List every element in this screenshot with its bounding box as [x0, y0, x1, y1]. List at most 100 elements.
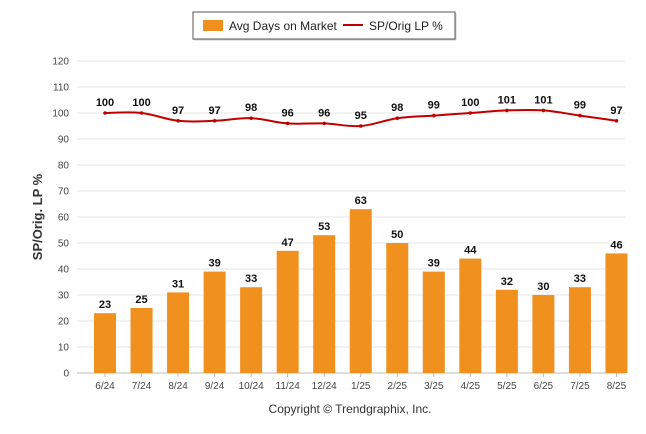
x-tick-layer: 6/24 7/24 8/24 9/24 10/24 11/24 12/24 1/25 2/25 3…	[95, 373, 627, 392]
line-value-label: 98	[245, 102, 257, 114]
bar	[459, 258, 482, 373]
bar-value-label: 23	[99, 299, 111, 311]
line-value-label: 99	[574, 100, 586, 112]
legend-box	[192, 11, 456, 40]
bar-value-label: 25	[135, 294, 147, 306]
line-point	[176, 119, 180, 123]
x-tick-label: 8/24	[168, 381, 188, 392]
bar-value-label: 39	[428, 258, 440, 270]
bar	[386, 243, 409, 373]
y-tick-label: 90	[58, 135, 70, 146]
bar-value-label: 53	[318, 221, 330, 233]
line-point	[103, 111, 107, 115]
bar-value-label: 30	[537, 281, 549, 293]
line-point	[468, 111, 473, 115]
bar-value-label: 46	[610, 239, 622, 251]
line-value-label: 97	[208, 105, 220, 117]
line-value-label: 100	[461, 97, 479, 109]
x-tick-label: 2/25	[388, 381, 408, 392]
y-tick-label: 50	[58, 239, 70, 250]
y-tick-label: 40	[58, 265, 70, 276]
x-tick-label: 11/24	[276, 381, 301, 392]
line-point	[249, 116, 253, 120]
bar-value-label: 33	[574, 273, 586, 285]
line-layer	[103, 108, 619, 128]
bar-value-label: 63	[355, 195, 367, 207]
data-label-layer: 23 25 31 39 33 47 53 63 50 39 44 32 30 33 46 100 100 97 97…	[96, 94, 623, 311]
legend-label-bar: Avg Days on Market	[229, 19, 337, 33]
bar	[605, 253, 628, 373]
y-tick-label: 70	[58, 187, 70, 198]
bar	[422, 271, 445, 373]
bar	[94, 313, 116, 373]
line-value-label: 99	[428, 100, 440, 112]
x-tick-label: 8/25	[607, 381, 627, 392]
y-tick-label: 60	[58, 213, 70, 224]
line-point	[395, 116, 400, 120]
y-tick-label: 110	[53, 83, 69, 94]
bar	[495, 289, 518, 373]
line-value-label: 101	[498, 94, 516, 106]
bar-layer	[94, 209, 628, 373]
y-tick-label: 120	[52, 57, 69, 68]
x-tick-label: 1/25	[351, 381, 371, 392]
bar	[167, 292, 190, 373]
y-axis-title: SP/Orig. LP %	[30, 173, 45, 260]
bar-value-label: 32	[501, 276, 513, 288]
y-tick-label: 0	[63, 369, 69, 380]
bar	[203, 271, 226, 373]
y-tick-label: 20	[58, 317, 70, 328]
bar	[313, 235, 336, 373]
bar-value-label: 39	[208, 258, 220, 270]
x-tick-label: 4/25	[461, 381, 481, 392]
bar	[276, 250, 299, 373]
line-point	[505, 108, 509, 113]
legend-label-line: SP/Orig LP %	[369, 19, 443, 33]
line-point	[285, 121, 290, 126]
line-point	[139, 111, 144, 115]
line-point	[541, 108, 546, 113]
x-tick-label: 10/24	[239, 381, 264, 392]
line-point	[212, 119, 217, 123]
line-value-label: 97	[172, 105, 184, 117]
line-point	[614, 119, 619, 123]
bar	[130, 308, 153, 373]
line-value-label: 95	[355, 110, 367, 122]
legend: Avg Days on Market SP/Orig LP %	[192, 11, 457, 41]
y-tick-label: 30	[58, 291, 70, 302]
x-tick-label: 9/24	[205, 381, 225, 392]
line-point	[322, 121, 327, 126]
line-value-label: 100	[96, 97, 114, 109]
y-tick-label: 100	[52, 109, 69, 120]
line-point	[578, 113, 582, 118]
x-tick-label: 7/24	[132, 381, 152, 392]
line-value-label: 100	[132, 97, 150, 109]
line-value-label: 98	[391, 102, 403, 114]
y-tick-label: 80	[58, 161, 70, 172]
bar-value-label: 47	[282, 237, 294, 249]
x-tick-label: 3/25	[424, 381, 444, 392]
line-point	[358, 124, 363, 128]
line-value-label: 96	[282, 107, 294, 119]
x-tick-label: 6/24	[95, 381, 115, 392]
legend-swatch-bar	[203, 20, 223, 31]
bar-value-label: 31	[172, 278, 184, 290]
bar	[532, 295, 555, 373]
bar-value-label: 44	[464, 245, 477, 257]
bar-value-label: 33	[245, 273, 257, 285]
bar	[349, 209, 372, 373]
y-tick-layer: 0 10 20 30 40 50 60 70 80 90 100 110 120	[52, 57, 69, 380]
line-value-label: 96	[318, 107, 330, 119]
bar-value-label: 50	[391, 229, 403, 241]
x-tick-label: 12/24	[312, 381, 337, 392]
x-tick-label: 6/25	[534, 381, 554, 392]
bar	[568, 287, 591, 373]
line-value-label: 97	[610, 105, 622, 117]
x-tick-label: 5/25	[497, 381, 517, 392]
line-value-label: 101	[534, 94, 552, 106]
x-tick-label: 7/25	[570, 381, 590, 392]
y-tick-label: 10	[58, 343, 70, 354]
line-point	[432, 113, 436, 118]
